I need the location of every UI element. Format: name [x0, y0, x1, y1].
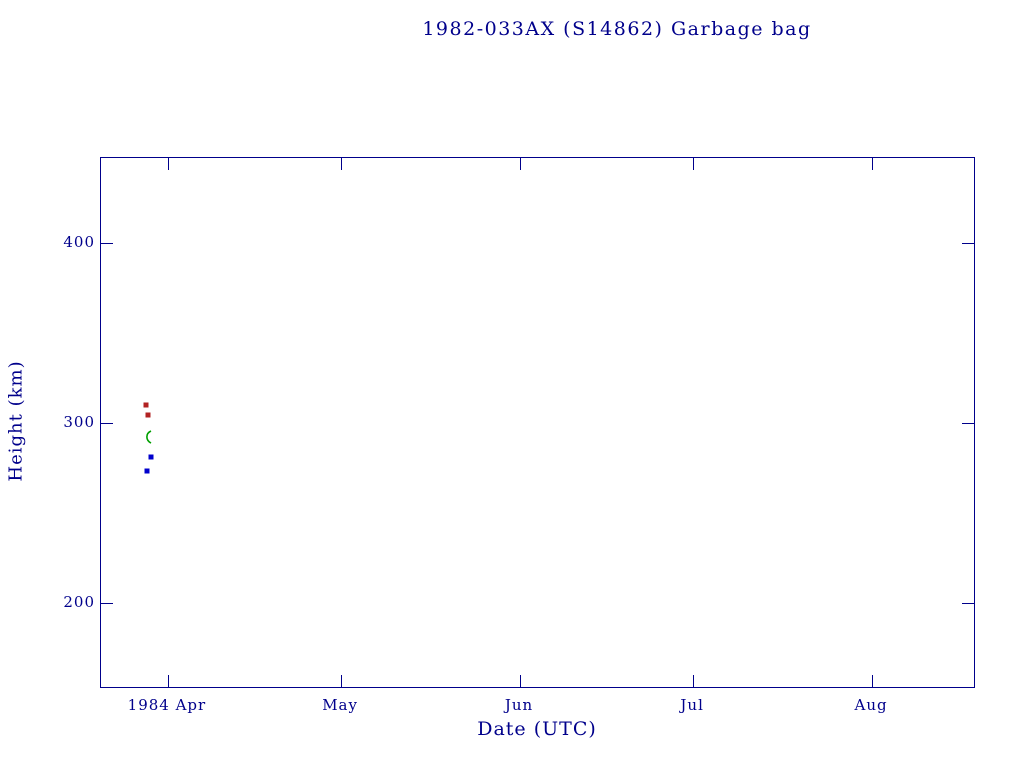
x-axis-label: Date (UTC): [477, 718, 597, 740]
y-tick-label: 400: [63, 232, 95, 251]
y-axis-tick: [101, 422, 113, 424]
y-axis-tick: [962, 242, 974, 244]
x-axis-tick: [693, 675, 695, 687]
x-tick-label: Jul: [680, 696, 704, 714]
x-axis-tick: [520, 158, 522, 170]
red-series-point: [143, 402, 149, 408]
blue-series-point: [148, 454, 154, 460]
y-axis-tick: [962, 422, 974, 424]
green-series-marker: [142, 429, 153, 448]
x-axis-tick: [872, 158, 874, 170]
x-axis-tick: [167, 675, 169, 687]
x-tick-label: Jun: [504, 696, 534, 714]
x-axis-tick: [520, 675, 522, 687]
y-axis-tick: [101, 602, 113, 604]
blue-series-point: [144, 468, 150, 474]
y-tick-label: 300: [63, 412, 95, 431]
x-axis-tick: [341, 158, 343, 170]
plot-area: [100, 157, 975, 688]
chart-title: 1982-033AX (S14862) Garbage bag: [422, 18, 812, 40]
x-tick-label: Aug: [854, 696, 888, 714]
x-axis-tick: [341, 675, 343, 687]
y-axis-tick: [962, 602, 974, 604]
x-tick-label: May: [322, 696, 358, 714]
x-tick-label: 1984 Apr: [127, 696, 207, 714]
x-axis-tick: [693, 158, 695, 170]
y-tick-label: 200: [63, 592, 95, 611]
x-axis-tick: [167, 158, 169, 170]
x-axis-tick: [872, 675, 874, 687]
y-axis-tick: [101, 242, 113, 244]
red-series-point: [145, 412, 151, 418]
